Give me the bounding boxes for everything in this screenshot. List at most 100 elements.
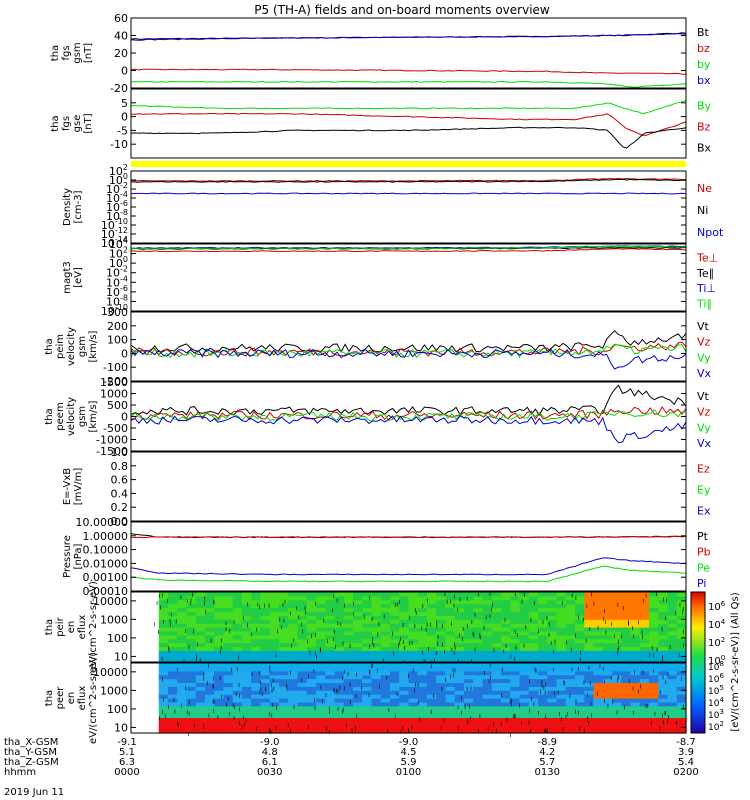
heatmap-cell	[362, 607, 373, 613]
heatmap-cell	[676, 646, 687, 651]
heatmap-cell	[464, 634, 474, 640]
heatmap-cell	[510, 634, 521, 640]
heatmap-cell	[639, 670, 650, 676]
heatmap-cell	[575, 666, 585, 672]
heatmap-cell	[464, 642, 474, 648]
heatmap-cell	[214, 615, 225, 620]
heatmap-cell	[408, 709, 419, 715]
heatmap-cell	[547, 658, 558, 663]
heatmap-cell	[362, 630, 373, 636]
ylabel: tha	[44, 338, 55, 354]
heatmap-cell	[473, 694, 484, 699]
heatmap-cell	[408, 713, 419, 719]
heatmap-cell	[371, 592, 382, 597]
heatmap-cell	[649, 627, 659, 632]
heatmap-cell	[131, 678, 141, 684]
heatmap-cell	[519, 690, 530, 695]
heatmap-cell	[510, 725, 521, 730]
heatmap-cell	[454, 705, 465, 711]
heatmap-cell	[306, 701, 317, 707]
heatmap-cell	[639, 603, 650, 609]
heatmap-cell	[288, 690, 299, 695]
heatmap-cell	[325, 674, 336, 680]
heatmap-cell	[584, 721, 595, 726]
heatmap-cell	[427, 619, 437, 624]
heatmap-cell	[214, 658, 225, 663]
heatmap-cell	[232, 682, 243, 687]
heatmap-cell	[538, 701, 548, 707]
heatmap-cell	[343, 592, 354, 597]
heatmap-cell	[630, 709, 641, 715]
heatmap-cell	[343, 603, 354, 609]
heatmap-cell	[658, 698, 669, 703]
heatmap-cell	[242, 634, 252, 640]
heatmap-cell	[353, 666, 363, 672]
heatmap-cell	[584, 646, 595, 651]
series-Vz	[130, 406, 687, 421]
heatmap-cell	[482, 607, 493, 613]
heatmap-cell	[473, 650, 484, 655]
ylabel: peim	[55, 334, 66, 359]
heatmap-cell	[445, 615, 456, 620]
heatmap-cell	[269, 698, 280, 703]
heatmap-cell	[260, 713, 271, 719]
series-Bx	[130, 126, 687, 149]
heatmap-cell	[343, 701, 354, 707]
heatmap-cell	[667, 705, 678, 711]
heatmap-cell	[593, 698, 604, 703]
heatmap-cell	[140, 627, 151, 632]
axis-row-value: 0200	[673, 767, 698, 778]
heatmap-cell	[427, 717, 437, 722]
heatmap-cell	[676, 658, 687, 663]
heatmap-cell	[297, 701, 308, 707]
heatmap-cell	[510, 627, 521, 632]
heatmap-cell	[205, 721, 215, 726]
heatmap-cell	[131, 698, 141, 703]
heatmap-cell	[288, 666, 299, 672]
heatmap-cell	[251, 603, 262, 609]
heatmap-cell	[205, 642, 215, 648]
heatmap-cell	[556, 619, 567, 624]
heatmap-cell	[306, 674, 317, 680]
heatmap-cell	[427, 721, 437, 726]
heatmap-cell	[482, 686, 493, 691]
heatmap-cell	[408, 627, 419, 632]
axis-row-value: 3.9	[678, 747, 694, 758]
series-Vx	[130, 348, 687, 370]
ylabel: tha	[44, 690, 55, 706]
heatmap-cell	[205, 670, 215, 676]
heatmap-cell	[519, 619, 530, 624]
heatmap-cell	[316, 630, 326, 636]
heatmap-cell	[260, 701, 271, 707]
heatmap-cell	[575, 694, 585, 699]
heatmap-cell	[214, 592, 225, 597]
heatmap-cell	[214, 663, 225, 668]
heatmap-cell	[232, 592, 243, 597]
heatmap-cell	[436, 694, 447, 699]
heatmap-cell	[584, 698, 595, 703]
heatmap-cell	[223, 713, 234, 719]
ytick-label: 10-4	[106, 190, 128, 205]
heatmap-cell	[380, 698, 391, 703]
heatmap-cell	[158, 654, 169, 659]
heatmap-cell	[214, 686, 225, 691]
heatmap-cell	[519, 627, 530, 632]
heatmap-cell	[547, 713, 558, 719]
heatmap-cell	[186, 623, 197, 628]
heatmap-cell	[621, 650, 632, 655]
heatmap-cell	[593, 678, 604, 684]
ytick-label: -200	[103, 375, 128, 388]
heatmap-cell	[390, 705, 400, 711]
heatmap-cell	[649, 599, 659, 605]
heatmap-cell	[168, 650, 178, 655]
heatmap-cell	[464, 690, 474, 695]
heatmap-cell	[390, 599, 400, 605]
heatmap-cell	[334, 630, 345, 636]
heatmap-cell	[260, 663, 271, 668]
heatmap-cell	[575, 725, 585, 730]
heatmap-cell	[408, 701, 419, 707]
heatmap-cell	[251, 611, 262, 616]
heatmap-cell	[362, 623, 373, 628]
heatmap-cell	[251, 713, 262, 719]
